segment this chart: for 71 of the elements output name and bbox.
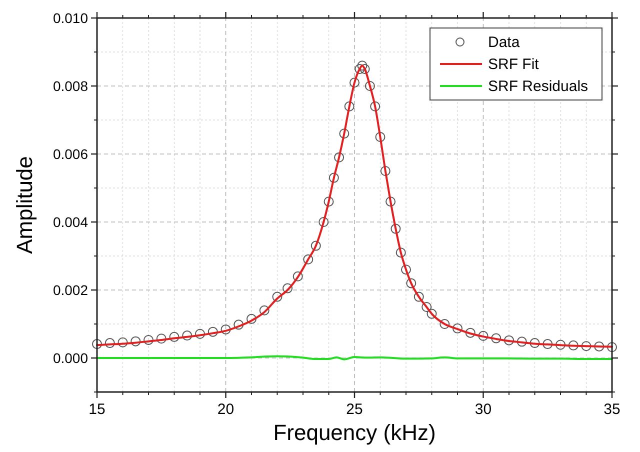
point bbox=[360, 64, 370, 74]
point bbox=[594, 341, 604, 352]
point bbox=[422, 302, 432, 312]
point bbox=[465, 328, 476, 338]
point bbox=[272, 292, 282, 302]
point bbox=[354, 64, 365, 74]
point bbox=[324, 196, 334, 207]
x-tick-label: 15 bbox=[88, 401, 106, 418]
point bbox=[339, 128, 350, 139]
point bbox=[259, 305, 270, 316]
point bbox=[220, 324, 231, 334]
point bbox=[328, 172, 339, 183]
point bbox=[156, 334, 166, 344]
point bbox=[350, 78, 360, 88]
legend-label: SRF Fit bbox=[488, 56, 540, 73]
point bbox=[478, 330, 488, 341]
point bbox=[491, 333, 502, 344]
legend-label: Data bbox=[488, 34, 520, 51]
y-tick-label: 0.000 bbox=[52, 350, 88, 366]
y-tick-label: 0.010 bbox=[52, 10, 88, 26]
point bbox=[370, 101, 380, 112]
x-tick-label: 35 bbox=[604, 401, 620, 418]
x-axis-title: Frequency (kHz) bbox=[273, 420, 436, 445]
point bbox=[318, 217, 329, 227]
y-tick-label: 0.002 bbox=[52, 282, 88, 298]
point bbox=[344, 101, 354, 112]
point bbox=[568, 340, 578, 350]
point bbox=[246, 314, 256, 324]
point bbox=[282, 283, 293, 294]
point bbox=[386, 196, 396, 207]
point bbox=[334, 152, 344, 162]
point bbox=[440, 319, 450, 329]
point bbox=[504, 335, 514, 346]
point bbox=[396, 248, 406, 258]
x-tick-label: 30 bbox=[474, 401, 492, 418]
point bbox=[426, 308, 437, 319]
point bbox=[234, 320, 244, 330]
point bbox=[380, 166, 390, 176]
point bbox=[130, 336, 141, 346]
point bbox=[208, 326, 218, 337]
y-tick-label: 0.006 bbox=[52, 146, 88, 162]
point bbox=[357, 60, 368, 71]
point bbox=[581, 341, 592, 352]
point bbox=[144, 334, 154, 345]
point bbox=[104, 338, 115, 348]
x-tick-label: 25 bbox=[346, 401, 363, 418]
x-tick-label: 20 bbox=[217, 401, 234, 418]
point bbox=[607, 342, 617, 352]
point bbox=[452, 323, 462, 334]
point bbox=[390, 224, 401, 234]
point bbox=[92, 339, 102, 350]
y-tick-label: 0.008 bbox=[52, 78, 88, 94]
point bbox=[406, 278, 416, 288]
point bbox=[118, 337, 128, 348]
point bbox=[303, 254, 314, 264]
point bbox=[414, 292, 424, 302]
point bbox=[195, 328, 205, 339]
point bbox=[401, 264, 411, 275]
point bbox=[375, 132, 386, 142]
point bbox=[364, 81, 375, 91]
point bbox=[542, 339, 553, 350]
point bbox=[169, 332, 180, 342]
point bbox=[292, 271, 303, 282]
point bbox=[516, 336, 527, 347]
point bbox=[530, 338, 540, 348]
y-tick-label: 0.004 bbox=[52, 214, 88, 230]
y-axis-title: Amplitude bbox=[12, 156, 37, 254]
point bbox=[556, 340, 566, 350]
point bbox=[182, 330, 192, 341]
legend-label: SRF Residuals bbox=[488, 78, 588, 95]
point bbox=[310, 240, 321, 251]
